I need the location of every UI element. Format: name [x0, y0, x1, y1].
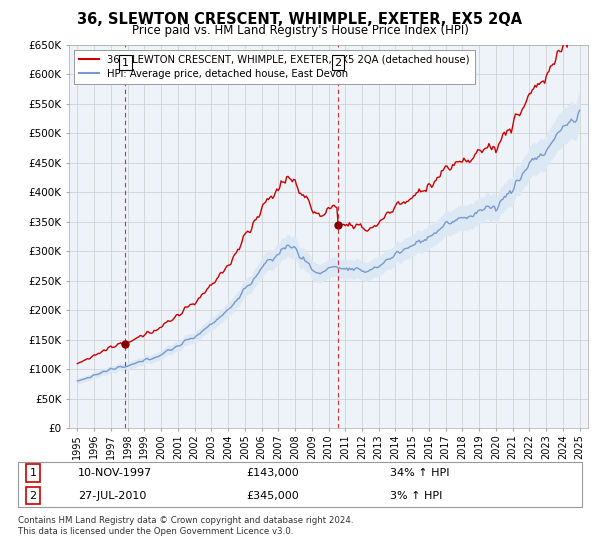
Text: 2: 2	[334, 58, 341, 68]
Text: 36, SLEWTON CRESCENT, WHIMPLE, EXETER, EX5 2QA: 36, SLEWTON CRESCENT, WHIMPLE, EXETER, E…	[77, 12, 523, 27]
Text: 2: 2	[29, 491, 37, 501]
Text: 27-JUL-2010: 27-JUL-2010	[78, 491, 146, 501]
Text: 10-NOV-1997: 10-NOV-1997	[78, 468, 152, 478]
Text: £345,000: £345,000	[246, 491, 299, 501]
Text: 1: 1	[29, 468, 37, 478]
Text: 1: 1	[122, 58, 129, 68]
Text: 34% ↑ HPI: 34% ↑ HPI	[390, 468, 449, 478]
Text: Price paid vs. HM Land Registry's House Price Index (HPI): Price paid vs. HM Land Registry's House …	[131, 24, 469, 36]
Text: Contains HM Land Registry data © Crown copyright and database right 2024.
This d: Contains HM Land Registry data © Crown c…	[18, 516, 353, 536]
Text: £143,000: £143,000	[246, 468, 299, 478]
Text: 3% ↑ HPI: 3% ↑ HPI	[390, 491, 442, 501]
Legend: 36, SLEWTON CRESCENT, WHIMPLE, EXETER, EX5 2QA (detached house), HPI: Average pr: 36, SLEWTON CRESCENT, WHIMPLE, EXETER, E…	[74, 50, 475, 84]
